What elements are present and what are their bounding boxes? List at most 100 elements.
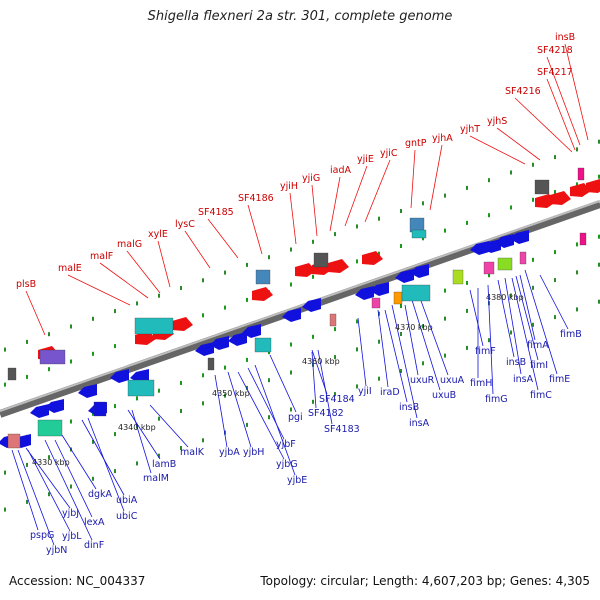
- guide-dash: [290, 282, 292, 287]
- gene-block: [127, 379, 155, 397]
- dots-layer: [4, 139, 600, 512]
- forward-gene-arrow: [328, 259, 349, 273]
- guide-dash: [180, 286, 182, 290]
- reverse-gene-arrow: [370, 282, 389, 296]
- gene-label-bottom: fimH: [470, 378, 492, 389]
- callout-line-top: [126, 250, 161, 294]
- guide-dash: [312, 399, 314, 404]
- gene-label-top: malE: [58, 263, 82, 274]
- guide-dash: [4, 382, 6, 387]
- callout-line-top: [514, 97, 573, 153]
- guide-dash: [576, 147, 578, 152]
- gene-label-bottom: insB: [506, 357, 526, 368]
- guide-dash: [268, 255, 270, 260]
- gene-label-bottom: malK: [180, 447, 205, 458]
- reverse-gene-arrow: [410, 264, 429, 278]
- callout-line-bottom: [377, 309, 389, 388]
- callout-line-bottom: [149, 404, 189, 448]
- guide-dash: [202, 401, 204, 406]
- gene-label-top: plsB: [16, 279, 36, 290]
- guide-dash: [26, 374, 28, 379]
- guide-dash: [158, 453, 160, 458]
- callout-line-top: [429, 144, 443, 211]
- guide-dash: [268, 350, 270, 355]
- guide-dash: [576, 182, 578, 187]
- guide-dash: [312, 239, 314, 244]
- gene-label-bottom: insA: [409, 418, 430, 429]
- guide-dash: [378, 216, 380, 221]
- callout-line-top: [184, 230, 211, 269]
- gene-label-bottom: pspG: [30, 530, 54, 541]
- forward-gene-arrow: [172, 317, 193, 331]
- callout-line-top: [344, 165, 368, 227]
- gene-label-top: malF: [90, 251, 113, 262]
- callout-line-top: [329, 176, 341, 232]
- guide-dash: [532, 285, 534, 290]
- gene-label-bottom: yjiI: [358, 386, 372, 397]
- gene-label-bottom: fimI: [530, 360, 548, 371]
- gene-block: [207, 357, 215, 371]
- gene-block: [534, 179, 550, 195]
- callout-line-bottom: [311, 349, 328, 395]
- guide-dash: [356, 319, 358, 324]
- reverse-gene-arrow: [110, 369, 129, 383]
- guide-dash: [114, 309, 116, 314]
- callout-line-bottom: [404, 304, 419, 376]
- gene-label-top: lysC: [175, 219, 195, 230]
- callout-line-top: [469, 135, 526, 165]
- gene-label-top: SF4185: [198, 207, 234, 218]
- callout-line-bottom: [269, 354, 297, 413]
- guide-dash: [422, 236, 424, 241]
- guide-dash: [290, 407, 292, 412]
- gene-label-bottom: yjbH: [243, 447, 264, 458]
- gene-block: [483, 261, 495, 275]
- guide-dash: [510, 170, 512, 175]
- guide-dash: [576, 242, 578, 247]
- guide-dash: [466, 280, 468, 285]
- guide-dash: [466, 185, 468, 190]
- gene-block: [371, 297, 381, 309]
- accession-label: Accession: NC_004337: [9, 574, 146, 588]
- guide-dash: [224, 393, 226, 398]
- reverse-gene-arrow: [495, 234, 514, 248]
- reverse-gene-arrow: [130, 369, 149, 383]
- guide-dash: [598, 234, 600, 239]
- gene-label-bottom: fimC: [530, 390, 552, 401]
- map-title: Shigella flexneri 2a str. 301, complete …: [147, 9, 453, 24]
- callout-line-bottom: [87, 417, 125, 512]
- gene-label-bottom: dgkA: [88, 489, 113, 500]
- guide-dash: [202, 438, 204, 443]
- guide-dash: [158, 388, 160, 393]
- guide-dash: [598, 174, 600, 179]
- gene-label-top: SF4216: [505, 86, 541, 97]
- gene-label-top: xylE: [148, 229, 168, 240]
- callout-line-bottom: [384, 309, 408, 403]
- guide-dash: [510, 330, 512, 335]
- callout-line-bottom: [54, 439, 93, 518]
- gene-block: [254, 337, 272, 353]
- callout-line-top: [67, 274, 131, 306]
- gene-block: [7, 367, 17, 381]
- guide-dash: [4, 347, 6, 352]
- reverse-gene-arrow: [470, 241, 489, 255]
- guide-dash: [246, 385, 248, 390]
- gene-label-top: yjhT: [460, 124, 480, 135]
- guide-dash: [598, 262, 600, 267]
- callout-line-top: [410, 149, 416, 209]
- guide-dash: [180, 409, 182, 413]
- guide-dash: [356, 224, 358, 229]
- gene-label-bottom: ubiA: [116, 495, 138, 506]
- gene-label-top: SF4218: [537, 45, 573, 56]
- guide-dash: [26, 499, 28, 504]
- guide-dash: [554, 278, 556, 283]
- guide-dash: [598, 139, 600, 144]
- guide-dash: [246, 357, 248, 362]
- callout-line-bottom: [357, 317, 367, 387]
- guide-dash: [4, 507, 6, 512]
- callout-line-bottom: [419, 297, 449, 376]
- axis-tick-label: 4340 kbp: [118, 423, 156, 432]
- guide-dash: [334, 392, 336, 397]
- axis-tick-label: 4360 kbp: [302, 357, 340, 366]
- guide-dash: [466, 345, 468, 350]
